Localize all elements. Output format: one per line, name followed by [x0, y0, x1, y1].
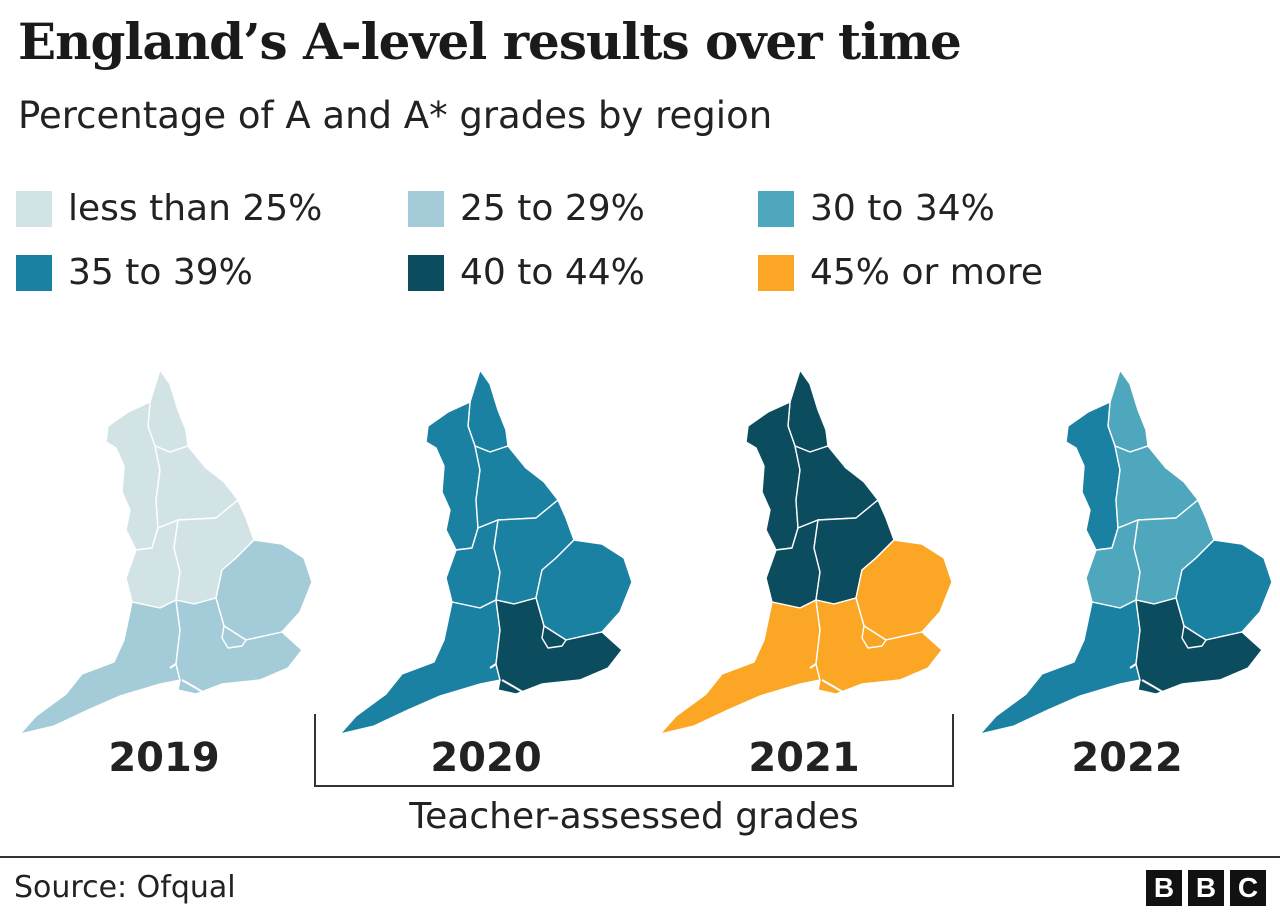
region-london-2019-25-to-29 — [221, 625, 247, 649]
coast-detail — [505, 429, 527, 469]
year-label-2020: 2020 — [430, 735, 542, 781]
map-row — [0, 350, 1280, 750]
england-map-2021 — [659, 369, 953, 735]
region-london-2020-40-to-44 — [541, 625, 567, 649]
year-label-2021: 2021 — [748, 735, 860, 781]
england-map-2019 — [19, 369, 313, 735]
footer-divider — [0, 856, 1280, 858]
coast-detail — [181, 679, 207, 695]
coast-detail — [1145, 429, 1167, 469]
coast-detail — [1141, 679, 1167, 695]
chart-title: England’s A-level results over time — [18, 12, 962, 71]
bbc-logo: B B C — [1146, 870, 1266, 906]
coast-detail — [169, 663, 177, 669]
coast-detail — [1129, 663, 1137, 669]
chart-subtitle: Percentage of A and A* grades by region — [18, 94, 773, 137]
coast-detail — [821, 679, 847, 695]
coast-detail — [809, 663, 817, 669]
region-london-2021-45-or-more — [861, 625, 887, 649]
region-london-2022-40-to-44 — [1181, 625, 1207, 649]
bbc-logo-block: B — [1188, 870, 1224, 906]
year-label-2019: 2019 — [108, 735, 220, 781]
coast-detail — [501, 679, 527, 695]
source-note: Source: Ofqual — [14, 870, 236, 905]
england-map-2022 — [979, 369, 1273, 735]
bbc-logo-block: B — [1146, 870, 1182, 906]
coast-detail — [825, 429, 847, 469]
bbc-logo-block: C — [1230, 870, 1266, 906]
coast-detail — [489, 663, 497, 669]
coast-detail — [185, 429, 207, 469]
year-label-2022: 2022 — [1071, 735, 1183, 781]
bracket-label: Teacher-assessed grades — [409, 796, 859, 837]
england-map-2020 — [339, 369, 633, 735]
